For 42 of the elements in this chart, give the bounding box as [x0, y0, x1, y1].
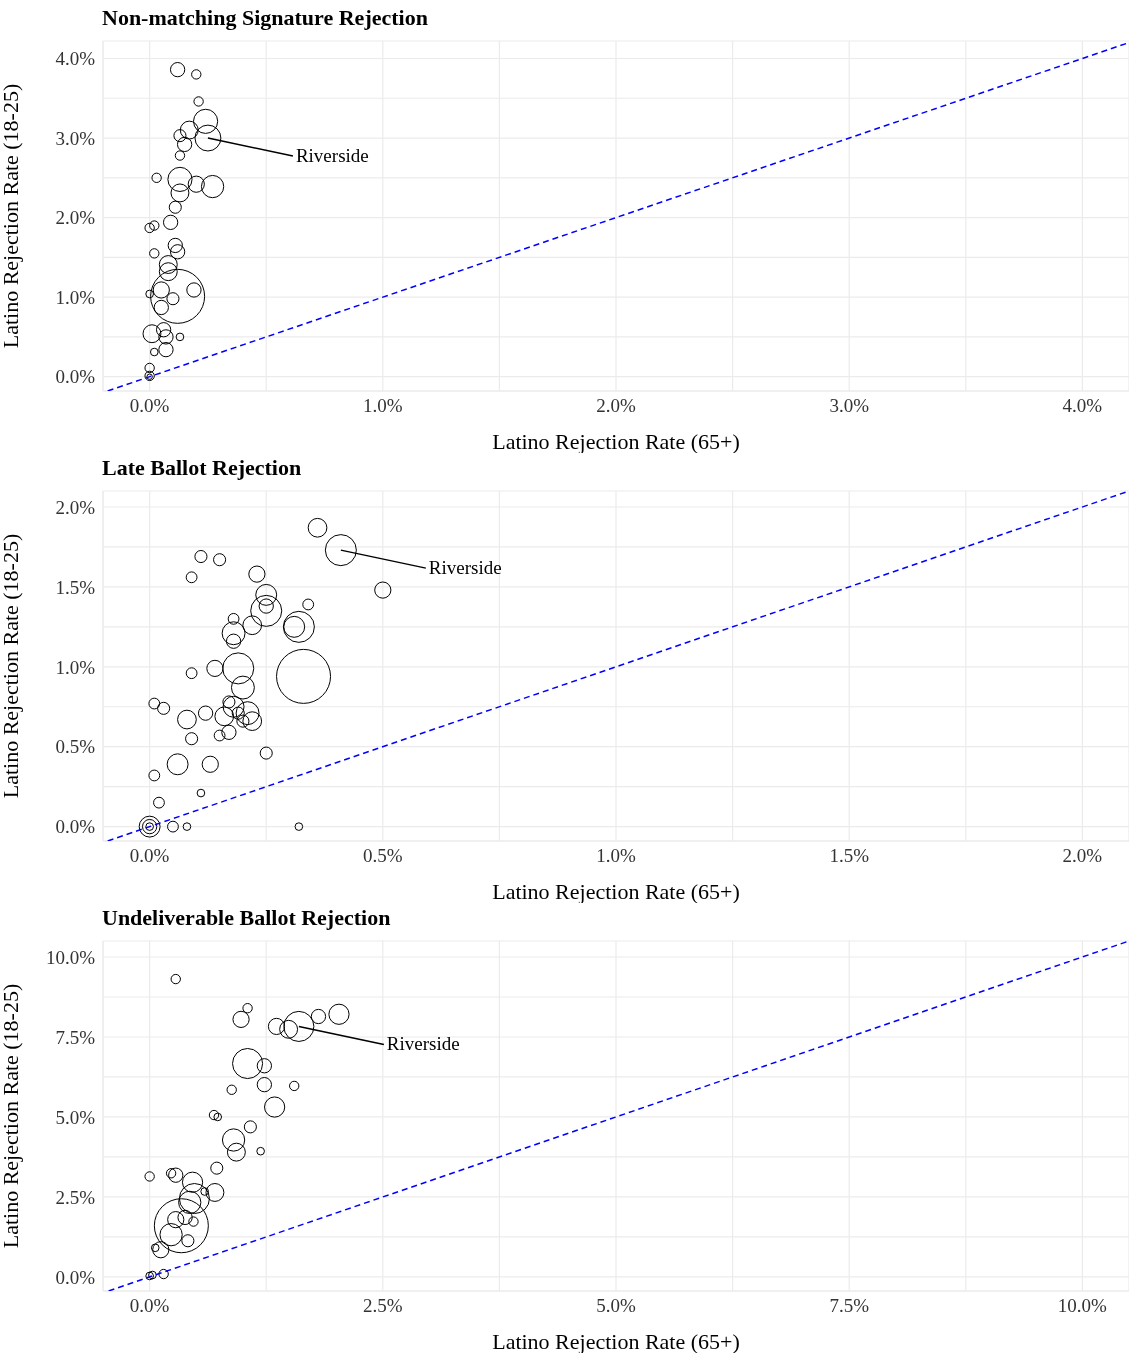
x-tick-label: 2.0%: [596, 395, 636, 417]
x-axis-title: Latino Rejection Rate (65+): [492, 429, 740, 454]
x-tick-label: 4.0%: [1062, 395, 1103, 417]
y-tick-label: 0.0%: [55, 1266, 96, 1288]
annotation: Riverside: [428, 557, 502, 579]
y-tick-label: 1.0%: [55, 286, 96, 308]
x-tick-label: 10.0%: [1057, 1295, 1108, 1317]
chart-title: Non-matching Signature Rejection: [101, 4, 429, 32]
x-tick-label: 5.0%: [596, 1295, 636, 1317]
x-tick-label: 0.0%: [129, 395, 170, 417]
y-tick-label: 2.0%: [55, 207, 96, 229]
x-tick-label: 0.0%: [129, 1295, 170, 1317]
x-axis-title: Latino Rejection Rate (65+): [492, 879, 740, 904]
y-tick-label: 7.5%: [55, 1026, 96, 1048]
x-tick-label: 0.5%: [363, 845, 403, 867]
x-tick-label: 1.5%: [829, 845, 870, 867]
annotation: Riverside: [386, 1033, 460, 1055]
y-tick-label: 3.0%: [55, 127, 96, 149]
y-tick-label: 2.5%: [55, 1186, 96, 1208]
chart-title: Late Ballot Rejection: [101, 454, 303, 482]
x-tick-label: 2.0%: [1062, 845, 1103, 867]
y-tick-label: 0.5%: [55, 736, 96, 758]
x-axis-title: Latino Rejection Rate (65+): [492, 1329, 740, 1354]
y-tick-label: 1.5%: [55, 576, 96, 598]
y-tick-label: 1.0%: [55, 656, 96, 678]
x-tick-label: 2.5%: [363, 1295, 403, 1317]
x-tick-label: 7.5%: [829, 1295, 870, 1317]
y-axis-title: Latino Rejection Rate (18-25): [0, 533, 23, 799]
y-tick-label: 0.0%: [55, 816, 96, 838]
x-tick-label: 3.0%: [829, 395, 870, 417]
y-tick-label: 0.0%: [55, 366, 96, 388]
y-tick-label: 5.0%: [55, 1106, 96, 1128]
annotation: Riverside: [295, 145, 369, 167]
y-axis-title: Latino Rejection Rate (18-25): [0, 83, 23, 349]
y-tick-label: 10.0%: [45, 946, 96, 968]
x-tick-label: 1.0%: [596, 845, 636, 867]
y-tick-label: 4.0%: [55, 48, 96, 70]
chart-title: Undeliverable Ballot Rejection: [101, 904, 392, 932]
x-tick-label: 0.0%: [129, 845, 170, 867]
y-axis-title: Latino Rejection Rate (18-25): [0, 983, 23, 1249]
x-tick-label: 1.0%: [363, 395, 403, 417]
y-tick-label: 2.0%: [55, 496, 96, 518]
